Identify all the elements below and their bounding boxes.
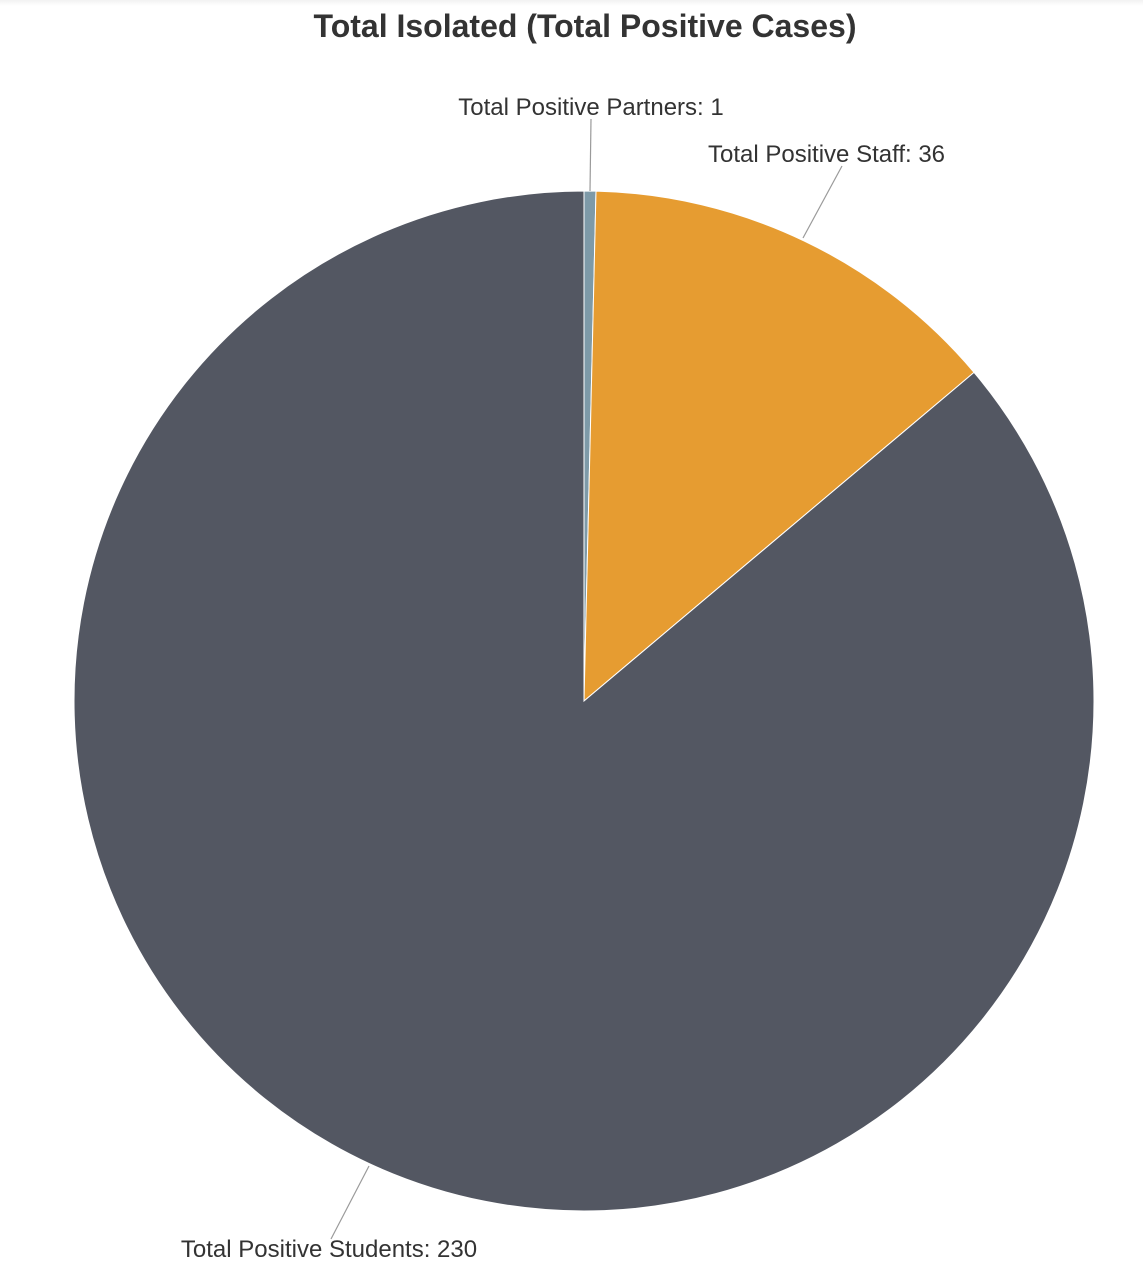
pie-slice-total-positive-staff[interactable]	[583, 190, 975, 703]
leader-line-total-positive-students	[330, 1165, 370, 1240]
chart-title: Total Isolated (Total Positive Cases)	[313, 8, 857, 44]
data-label-total-positive-students: Total Positive Students: 230	[181, 1236, 477, 1263]
leader-line-total-positive-partners	[589, 118, 592, 192]
data-label-total-positive-staff: Total Positive Staff: 36	[708, 141, 945, 168]
pie-slice-total-positive-students[interactable]	[73, 190, 1095, 1212]
data-label-total-positive-partners: Total Positive Partners: 1	[458, 94, 723, 121]
leader-line-total-positive-staff	[802, 165, 843, 239]
top-edge-shade	[0, 0, 1143, 6]
